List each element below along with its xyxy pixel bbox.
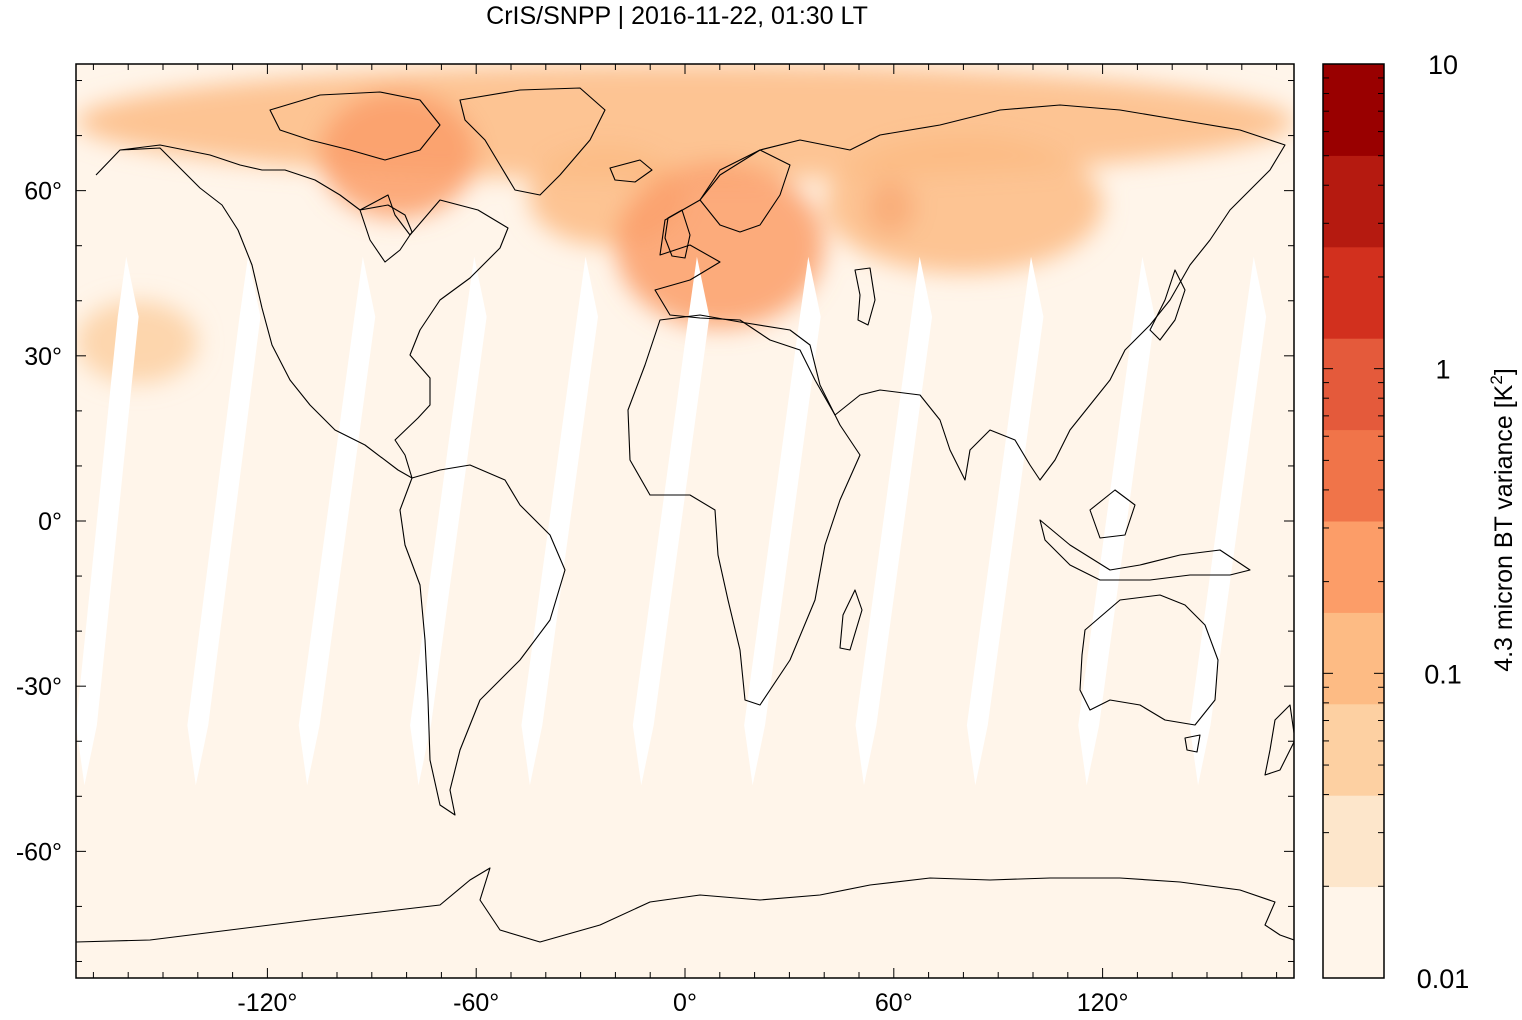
colorbar-tick-label: 0.1 [1424,659,1462,689]
swath-gap-7 [855,256,933,786]
colorbar-tick-label: 1 [1435,355,1450,385]
coastline-antarctica [76,867,1294,943]
coastline-hudson-bay [359,204,413,263]
colorbar-tick-labels: 10 1 0.1 0.01 [1417,50,1470,994]
colorbar: 10 1 0.1 0.01 4.3 micron BT variance [K2] [1322,50,1518,994]
swath-gap-0 [76,256,139,786]
swath-gap-9 [1078,256,1155,786]
colorbar-band [1323,795,1384,888]
colorbar-band [1323,886,1384,979]
swath-gap-5 [632,256,710,786]
y-tick-label: -30° [16,673,62,701]
variance-field [76,64,1294,384]
coastline-north-america [95,144,509,479]
y-tick-label: 30° [24,343,62,371]
colorbar-band [1323,521,1384,613]
chart-title: CrIS/SNPP | 2016-11-22, 01:30 LT [486,2,868,30]
x-tick-label: 120° [1077,989,1129,1017]
swath-gap-4 [521,256,598,786]
x-tick-label: 0° [673,989,697,1017]
swath-gaps [76,256,1267,786]
coastline-eurasia [654,104,1286,481]
variance-region-canada-high [319,91,477,219]
swath-gap-2 [298,256,376,786]
coastline-australia [1079,594,1219,726]
colorbar-tick-label: 0.01 [1417,964,1470,994]
swath-gap-6 [744,256,821,786]
coastline-tasmania [1184,734,1201,753]
colorbar-band [1323,246,1384,339]
colorbar-ticks [1323,77,1384,979]
colorbar-band [1323,155,1384,248]
coastlines [76,87,1294,943]
colorbar-label: 4.3 micron BT variance [K2] [1487,368,1518,672]
coastline-iceland [609,159,653,183]
map-ticks [76,64,1294,978]
colorbar-frame [1322,63,1385,979]
colorbar-band [1323,429,1384,522]
coastline-south-america [399,464,566,816]
swath-gap-1 [187,256,261,786]
colorbar-band [1323,64,1384,156]
coastline-british-isles [664,209,691,259]
coastline-borneo [1089,489,1136,539]
variance-region-siberia [824,135,1103,274]
colorbar-tick-label: 10 [1428,50,1458,80]
variance-region-arctic-band [76,64,1294,180]
y-tick-label: 0° [38,508,62,536]
coastline-greenland [459,87,606,196]
variance-region-north-pacific-east [76,300,198,384]
coastline-caspian-sea [854,267,876,326]
swath-gap-3 [410,256,487,786]
map-area [76,64,1294,978]
swath-gap-10 [1189,256,1267,786]
colorbar-band [1323,338,1384,431]
coastline-arctic-islands [269,91,441,161]
coastline-africa [627,314,861,706]
variance-region-europe [615,163,825,329]
coastline-new-zealand [1264,704,1294,776]
coastline-japan [1149,269,1186,341]
coastline-madagascar [839,589,863,651]
y-tick-label: -60° [16,838,62,866]
colorbar-band [1323,612,1384,705]
colorbar-band [1323,703,1384,796]
coastline-scandinavia [699,149,791,233]
colorbar-bands [1323,64,1384,979]
x-tick-label: -60° [453,989,499,1017]
x-tick-label: -120° [237,989,297,1017]
coastline-indonesia [1039,519,1251,581]
x-tick-label: 60° [875,989,913,1017]
y-tick-label: 60° [24,178,62,206]
swath-gap-8 [966,256,1044,786]
map-tick-labels: -120° -60° 0° 60° 120° 60° 30° 0° -30° -60° [16,178,1129,1017]
